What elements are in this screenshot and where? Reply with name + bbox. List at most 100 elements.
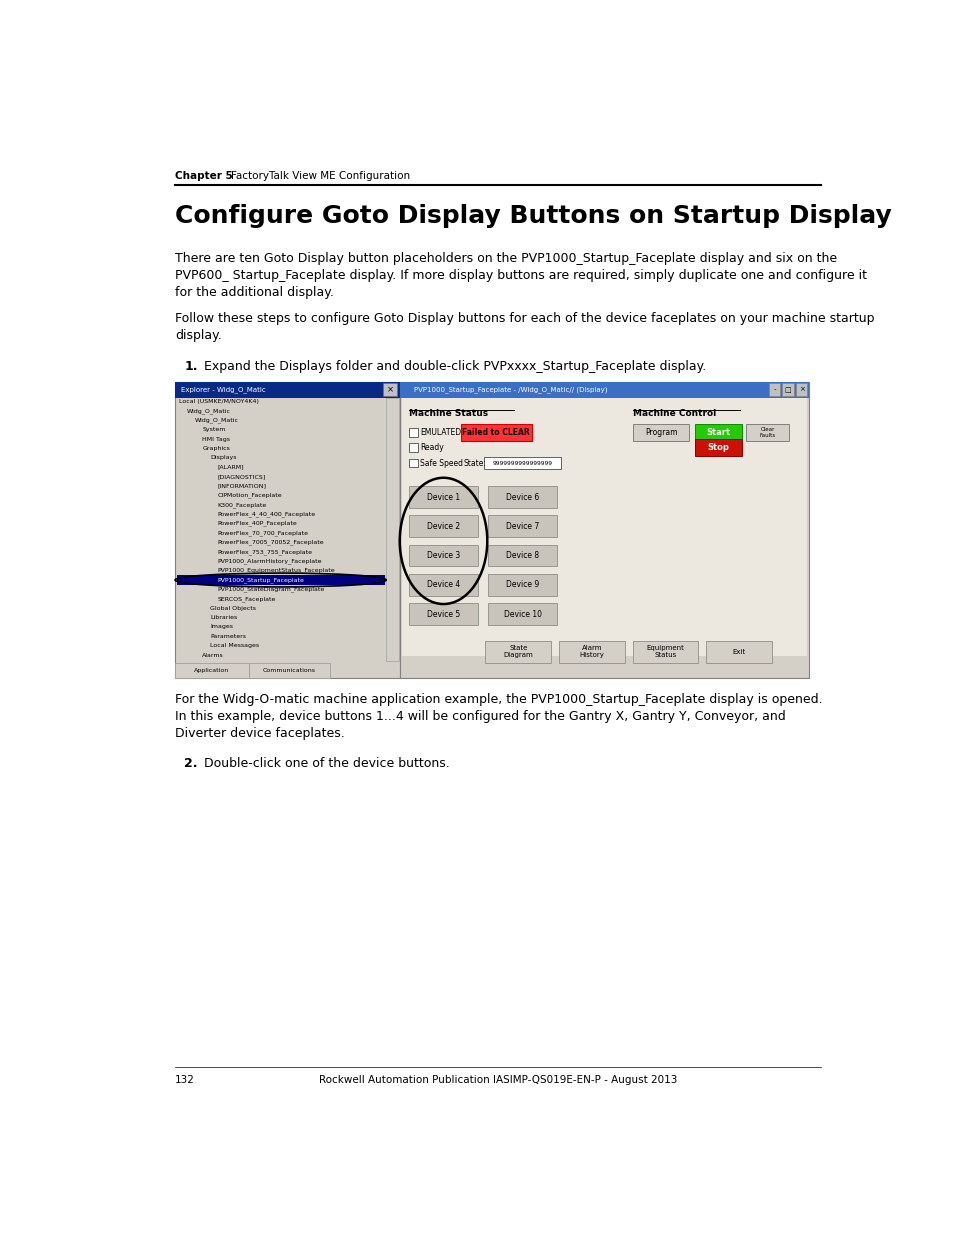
FancyBboxPatch shape [409,603,477,625]
Text: Device 4: Device 4 [426,580,459,589]
FancyBboxPatch shape [409,574,477,595]
Text: Global Objects: Global Objects [210,605,255,610]
Text: Equipment
Status: Equipment Status [646,645,683,658]
FancyBboxPatch shape [485,641,551,662]
Text: Program: Program [644,427,677,437]
FancyBboxPatch shape [176,576,384,584]
FancyBboxPatch shape [632,641,698,662]
Text: Follow these steps to configure Goto Display buttons for each of the device face: Follow these steps to configure Goto Dis… [174,312,874,325]
Text: Diverter device faceplates.: Diverter device faceplates. [174,727,344,740]
Text: PowerFlex_40P_Faceplate: PowerFlex_40P_Faceplate [217,521,297,526]
Text: Double-click one of the device buttons.: Double-click one of the device buttons. [204,757,450,769]
Text: There are ten Goto Display button placeholders on the PVP1000_Startup_Faceplate : There are ten Goto Display button placeh… [174,252,837,266]
FancyBboxPatch shape [768,383,780,395]
Text: Libraries: Libraries [210,615,237,620]
Text: PVP600_ Startup_Faceplate display. If more display buttons are required, simply : PVP600_ Startup_Faceplate display. If mo… [174,269,866,282]
Text: Machine Status: Machine Status [409,409,488,419]
Text: 132: 132 [174,1074,194,1084]
Text: Device 5: Device 5 [426,610,459,619]
Text: PVP1000_EquipmentStatus_Faceplate: PVP1000_EquipmentStatus_Faceplate [217,568,335,573]
Text: Device 3: Device 3 [426,551,459,559]
Text: Exit: Exit [732,648,745,655]
FancyBboxPatch shape [409,515,477,537]
Text: Device 8: Device 8 [505,551,538,559]
Text: [DIAGNOSTICS]: [DIAGNOSTICS] [217,474,266,479]
Text: Alarm
History: Alarm History [578,645,603,658]
Text: ×: × [798,387,803,393]
FancyBboxPatch shape [695,424,740,441]
Text: HMI Tags: HMI Tags [202,437,230,442]
FancyBboxPatch shape [409,545,477,567]
Text: Device 10: Device 10 [503,610,541,619]
Text: Rockwell Automation Publication IASIMP-QS019E-EN-P - August 2013: Rockwell Automation Publication IASIMP-Q… [318,1074,677,1084]
FancyBboxPatch shape [633,424,688,441]
FancyBboxPatch shape [705,641,771,662]
FancyBboxPatch shape [460,424,531,441]
Text: Widg_O_Matic: Widg_O_Matic [187,408,231,414]
Text: Graphics: Graphics [202,446,230,451]
Text: PVP1000_StateDiagram_Faceplate: PVP1000_StateDiagram_Faceplate [217,587,325,593]
Text: In this example, device buttons 1...4 will be configured for the Gantry X, Gantr: In this example, device buttons 1...4 wi… [174,710,785,724]
FancyBboxPatch shape [795,383,806,395]
Text: [INFORMATION]: [INFORMATION] [217,484,267,489]
Text: Local (USMKE/M/NOY4K4): Local (USMKE/M/NOY4K4) [179,399,258,404]
FancyBboxPatch shape [781,383,793,395]
Text: Configure Goto Display Buttons on Startup Display: Configure Goto Display Buttons on Startu… [174,205,891,228]
Text: Safe Speed: Safe Speed [420,458,463,468]
FancyBboxPatch shape [174,382,399,398]
Text: 1.: 1. [184,359,197,373]
FancyBboxPatch shape [488,545,556,567]
Text: PowerFlex_4_40_400_Faceplate: PowerFlex_4_40_400_Faceplate [217,511,315,517]
Text: System: System [202,427,225,432]
Text: PowerFlex_753_755_Faceplate: PowerFlex_753_755_Faceplate [217,550,313,555]
Text: Explorer - Widg_O_Matic: Explorer - Widg_O_Matic [181,387,266,393]
Text: CIPMotion_Faceplate: CIPMotion_Faceplate [217,493,282,498]
Text: Clear
Faults: Clear Faults [759,427,775,437]
Text: Expand the Displays folder and double-click PVPxxxx_Startup_Faceplate display.: Expand the Displays folder and double-cl… [204,359,706,373]
FancyBboxPatch shape [483,457,560,469]
Text: -: - [773,387,775,393]
Text: Device 7: Device 7 [505,521,538,531]
Text: PVP1000_Startup_Faceplate: PVP1000_Startup_Faceplate [217,577,304,583]
Text: EMULATED: EMULATED [420,427,461,437]
FancyBboxPatch shape [488,515,556,537]
Text: Ready: Ready [420,443,443,452]
FancyBboxPatch shape [386,398,398,661]
Text: Local Messages: Local Messages [210,643,259,648]
Text: Device 1: Device 1 [427,493,459,501]
Text: Chapter 5: Chapter 5 [174,172,233,182]
Text: [ALARM]: [ALARM] [217,464,244,469]
Text: State:: State: [463,458,486,468]
Text: State
Diagram: State Diagram [503,645,533,658]
Text: PowerFlex_70_700_Faceplate: PowerFlex_70_700_Faceplate [217,530,309,536]
Text: display.: display. [174,330,221,342]
FancyBboxPatch shape [695,440,740,456]
FancyBboxPatch shape [488,603,556,625]
Text: 9999999999999999: 9999999999999999 [492,461,552,466]
Text: Failed to CLEAR: Failed to CLEAR [462,427,530,437]
Text: for the additional display.: for the additional display. [174,287,334,299]
Text: Device 9: Device 9 [505,580,538,589]
Text: Communications: Communications [263,668,315,673]
FancyBboxPatch shape [401,398,806,656]
Text: Stop: Stop [707,443,729,452]
Text: PVP1000_AlarmHistory_Faceplate: PVP1000_AlarmHistory_Faceplate [217,558,322,564]
Text: 2.: 2. [184,757,197,769]
Text: Displays: Displays [210,456,236,461]
Text: K300_Faceplate: K300_Faceplate [217,501,267,508]
FancyBboxPatch shape [409,443,417,452]
Text: Machine Control: Machine Control [633,409,716,419]
Text: Alarms: Alarms [202,652,224,658]
FancyBboxPatch shape [409,429,417,436]
Text: FactoryTalk View ME Configuration: FactoryTalk View ME Configuration [231,172,410,182]
Text: Device 6: Device 6 [505,493,538,501]
FancyBboxPatch shape [174,662,249,678]
FancyBboxPatch shape [409,487,477,508]
Text: □: □ [784,387,791,393]
FancyBboxPatch shape [383,383,396,396]
FancyBboxPatch shape [249,662,330,678]
FancyBboxPatch shape [488,574,556,595]
Text: For the Widg-O-matic machine application example, the PVP1000_Startup_Faceplate : For the Widg-O-matic machine application… [174,693,821,706]
Text: PowerFlex_7005_70052_Faceplate: PowerFlex_7005_70052_Faceplate [217,540,324,546]
Text: Images: Images [210,625,233,630]
